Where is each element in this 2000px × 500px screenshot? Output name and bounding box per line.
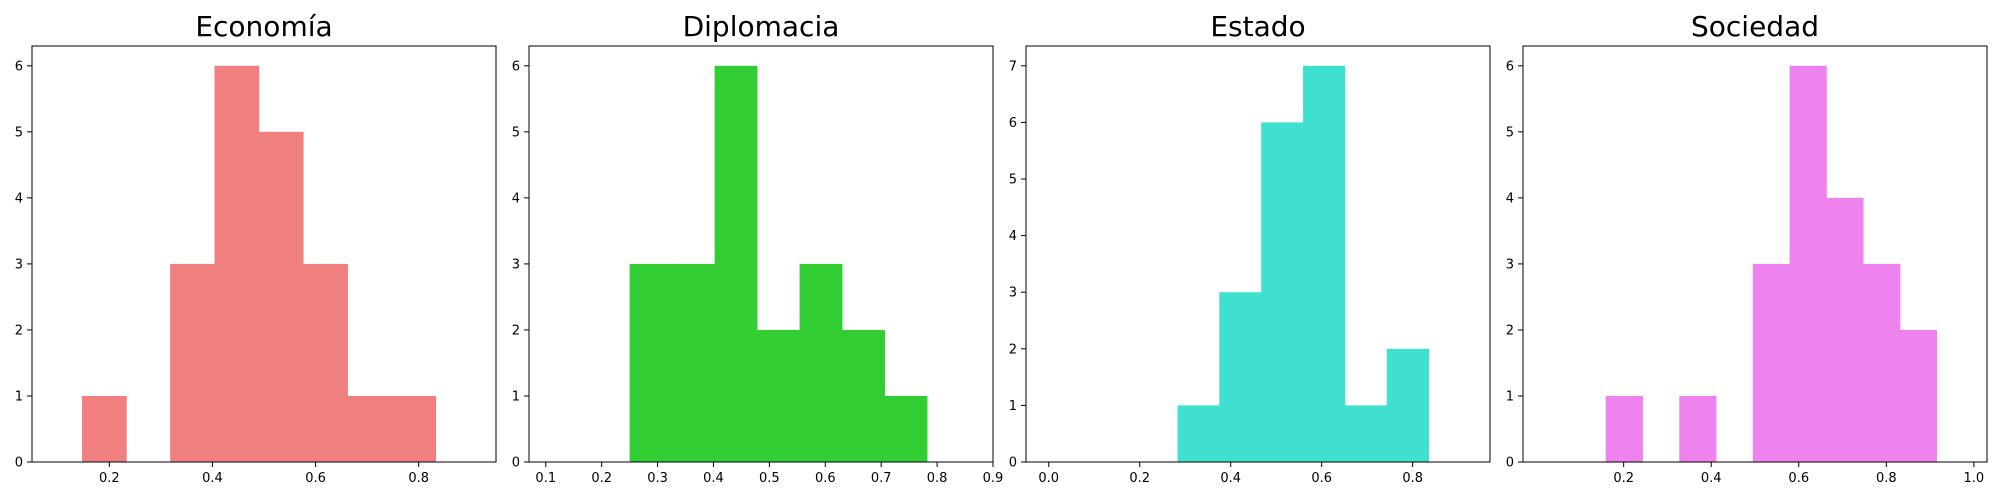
y-tick-label: 2 [15, 323, 23, 338]
y-tick-label: 3 [1009, 286, 1017, 301]
y-tick-label: 0 [512, 456, 520, 471]
y-tick-label: 6 [512, 59, 520, 74]
histogram-bar [1303, 65, 1346, 462]
x-tick-label: 0.2 [591, 471, 612, 486]
x-tick-label: 0.4 [1701, 471, 1722, 486]
y-tick-label: 5 [1506, 125, 1514, 140]
histogram-bar [799, 263, 843, 462]
y-tick-label: 4 [1506, 191, 1514, 206]
x-tick-label: 0.8 [1402, 471, 1423, 486]
y-tick-label: 7 [1009, 59, 1017, 74]
x-tick-label: 0.0 [1038, 471, 1059, 486]
axes-frame [1522, 45, 1988, 463]
histogram-bar [1899, 329, 1938, 462]
histogram-bar [629, 263, 673, 462]
y-tick-label: 2 [1009, 342, 1017, 357]
histogram-bar [82, 395, 127, 462]
histogram-bar [1752, 263, 1790, 462]
y-tick-label: 4 [15, 191, 23, 206]
histogram-bar [1826, 197, 1864, 462]
chart-title: Estado [1210, 10, 1305, 43]
chart-panel-4: 0.2 0.4 0.6 0.8 1.0 0 1 2 3 4 5 6 Sociedad [1506, 10, 1988, 486]
chart-title: Economía [195, 10, 332, 43]
x-tick-label: 0.2 [1613, 471, 1634, 486]
histogram-bar [884, 395, 928, 462]
y-tick-label: 2 [512, 323, 520, 338]
x-tick-label: 0.6 [1311, 471, 1332, 486]
x-tick-label: 0.4 [202, 471, 223, 486]
axes-frame [31, 45, 497, 463]
histogram-bar [258, 131, 304, 462]
x-tick-label: 0.2 [1129, 471, 1150, 486]
x-tick-label: 0.6 [815, 471, 836, 486]
y-tick-label: 5 [15, 125, 23, 140]
histogram-bar [170, 263, 215, 462]
y-tick-label: 5 [1009, 173, 1017, 188]
y-tick-label: 1 [1506, 389, 1514, 404]
histogram-bar [1344, 405, 1388, 462]
y-tick-label: 0 [15, 456, 23, 471]
chart-title: Sociedad [1691, 10, 1819, 43]
x-tick-label: 0.3 [647, 471, 668, 486]
x-tick-label: 0.6 [305, 471, 326, 486]
histogram-bar [1219, 292, 1262, 462]
y-tick-label: 2 [1506, 323, 1514, 338]
x-tick-label: 1.0 [1964, 471, 1985, 486]
x-tick-label: 0.8 [927, 471, 948, 486]
histogram-bar [1605, 395, 1643, 462]
y-tick-label: 3 [1506, 257, 1514, 272]
histogram-bar [1679, 395, 1717, 462]
y-tick-label: 4 [512, 191, 520, 206]
y-tick-label: 3 [15, 257, 23, 272]
histogram-bar [303, 263, 348, 462]
histogram-bar [842, 329, 885, 462]
histogram-bar [672, 263, 715, 462]
histogram-bar [1261, 122, 1304, 462]
histogram-bar [1177, 405, 1220, 462]
chart-panel-2: 0.1 0.2 0.3 0.4 0.5 0.6 0.7 0.8 0.9 0 1 2 3 4 5 6 Diplom… [512, 10, 1004, 486]
y-tick-label: 4 [1009, 229, 1017, 244]
y-tick-label: 1 [512, 389, 520, 404]
x-tick-label: 0.8 [408, 471, 429, 486]
x-tick-label: 0.1 [535, 471, 556, 486]
x-tick-label: 0.4 [703, 471, 724, 486]
x-tick-label: 0.6 [1788, 471, 1809, 486]
y-tick-label: 3 [512, 257, 520, 272]
histogram-bar [391, 395, 437, 462]
chart-panel-1: 0.2 0.4 0.6 0.8 0 1 2 3 4 5 6 Economía [15, 10, 497, 486]
histogram-bar [214, 65, 260, 462]
x-tick-label: 0.7 [871, 471, 892, 486]
histogram-bar [757, 329, 800, 462]
x-tick-label: 0.8 [1876, 471, 1897, 486]
x-tick-label: 0.5 [759, 471, 780, 486]
histogram-bar [347, 395, 393, 462]
y-tick-label: 6 [15, 59, 23, 74]
chart-title: Diplomacia [683, 10, 840, 43]
histogram-bar [1386, 348, 1429, 462]
y-tick-label: 6 [1009, 116, 1017, 131]
histogram-bar [714, 65, 758, 462]
y-tick-label: 5 [512, 125, 520, 140]
y-tick-label: 6 [1506, 59, 1514, 74]
histogram-bar [1863, 263, 1901, 462]
x-tick-label: 0.4 [1220, 471, 1241, 486]
chart-panel-3: 0.0 0.2 0.4 0.6 0.8 0 1 2 3 4 5 6 7 Estado [1009, 10, 1491, 486]
y-tick-label: 1 [15, 389, 23, 404]
x-tick-label: 0.9 [983, 471, 1004, 486]
y-tick-label: 0 [1506, 456, 1514, 471]
x-tick-label: 0.2 [99, 471, 120, 486]
axes-frame [1025, 45, 1491, 463]
y-tick-label: 1 [1009, 399, 1017, 414]
axes-frame [528, 45, 994, 463]
y-tick-label: 0 [1009, 456, 1017, 471]
histogram-bar [1789, 65, 1827, 462]
